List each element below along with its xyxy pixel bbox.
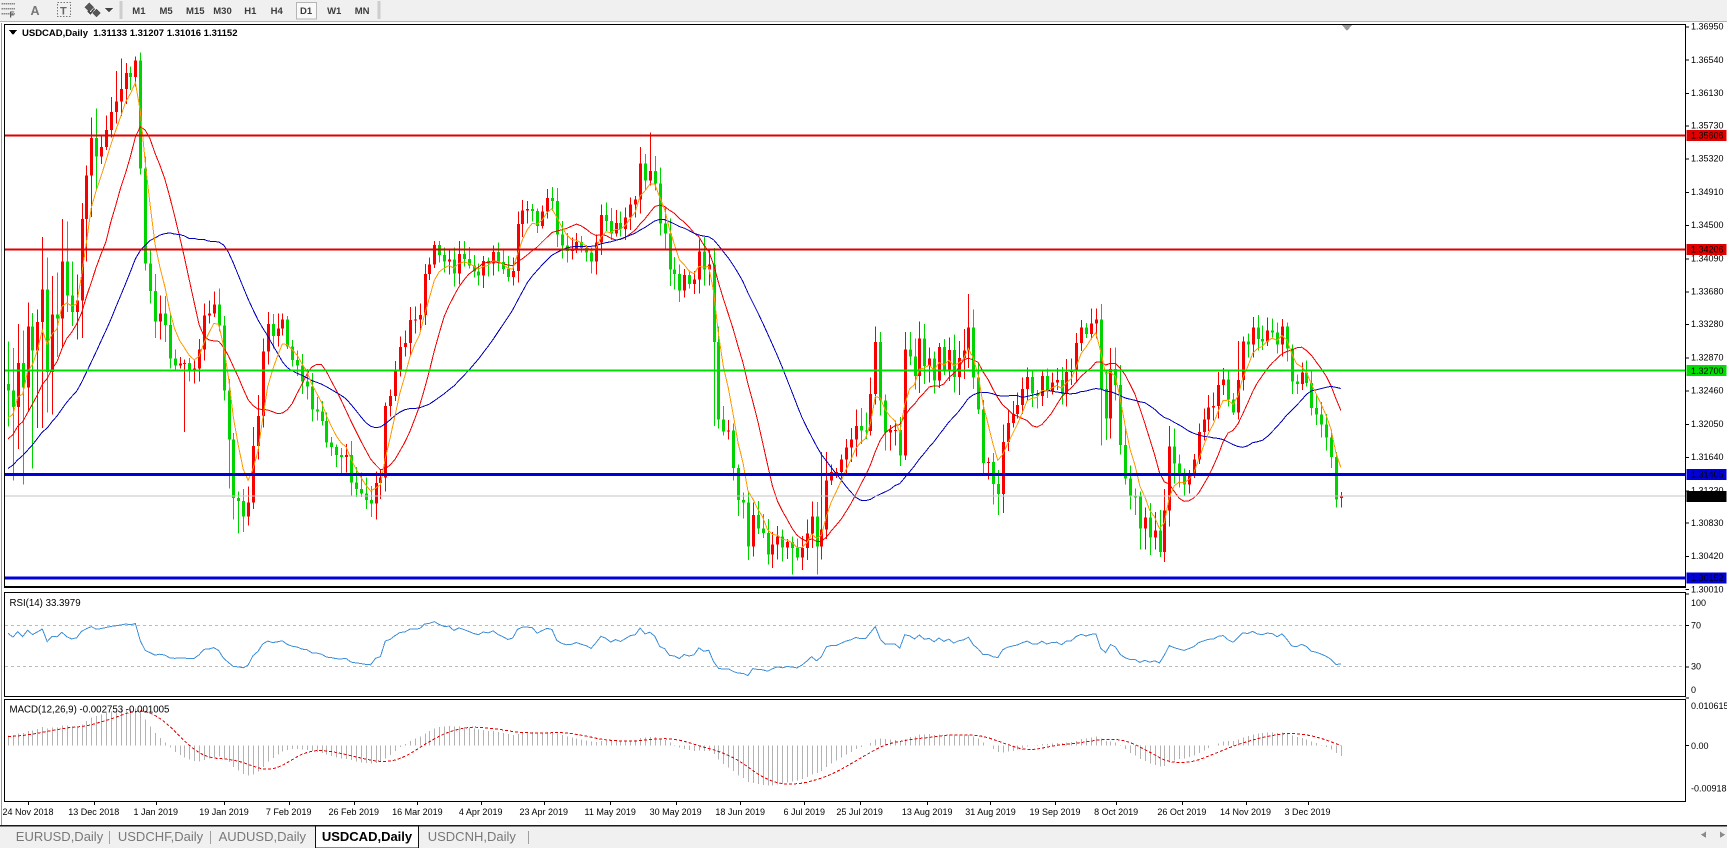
svg-text:H1: H1 [244, 6, 257, 17]
svg-text:6 Jul 2019: 6 Jul 2019 [784, 807, 826, 817]
svg-text:M15: M15 [186, 6, 205, 17]
svg-text:USDCAD,Daily 1.31133 1.31207: USDCAD,Daily 1.31133 1.31207 1.31016 1.3… [22, 28, 238, 39]
svg-text:1.33280: 1.33280 [1691, 319, 1724, 329]
svg-text:A: A [31, 4, 40, 18]
svg-text:1.31152: 1.31152 [1691, 492, 1723, 502]
svg-text:H4: H4 [271, 6, 284, 17]
svg-text:3 Dec 2019: 3 Dec 2019 [1284, 807, 1330, 817]
svg-text:1.31405: 1.31405 [1691, 470, 1724, 480]
svg-text:23 Apr 2019: 23 Apr 2019 [520, 807, 569, 817]
svg-text:0.010615: 0.010615 [1691, 701, 1727, 711]
svg-text:16 Mar 2019: 16 Mar 2019 [392, 807, 443, 817]
svg-text:70: 70 [1691, 621, 1701, 631]
svg-text:M5: M5 [159, 6, 173, 17]
svg-text:0.00: 0.00 [1691, 741, 1709, 751]
svg-text:13 Dec 2018: 13 Dec 2018 [68, 807, 119, 817]
svg-text:1.31230: 1.31230 [1691, 486, 1724, 496]
svg-text:1 Jan 2019: 1 Jan 2019 [134, 807, 179, 817]
svg-text:1.30010: 1.30010 [1691, 584, 1724, 594]
svg-text:USDCHF,Daily: USDCHF,Daily [118, 829, 204, 844]
svg-text:MN: MN [355, 6, 370, 17]
svg-text:1.35320: 1.35320 [1691, 154, 1724, 164]
svg-text:26 Oct 2019: 26 Oct 2019 [1157, 807, 1206, 817]
svg-text:1.31640: 1.31640 [1691, 452, 1724, 462]
svg-text:AUDUSD,Daily: AUDUSD,Daily [219, 829, 307, 844]
svg-text:1.32870: 1.32870 [1691, 353, 1724, 363]
svg-text:RSI(14) 33.3979: RSI(14) 33.3979 [10, 598, 81, 609]
svg-text:1.34206: 1.34206 [1691, 245, 1724, 255]
svg-text:1.34500: 1.34500 [1691, 220, 1724, 230]
svg-text:26 Feb 2019: 26 Feb 2019 [329, 807, 380, 817]
svg-text:USDCNH,Daily: USDCNH,Daily [428, 829, 517, 844]
svg-text:1.34090: 1.34090 [1691, 254, 1724, 264]
svg-text:1.35730: 1.35730 [1691, 121, 1724, 131]
svg-text:MACD(12,26,9) -0.002753 -0.001: MACD(12,26,9) -0.002753 -0.001005 [10, 705, 170, 716]
svg-text:W1: W1 [327, 6, 342, 17]
svg-text:1.30830: 1.30830 [1691, 518, 1724, 528]
svg-text:1.34910: 1.34910 [1691, 187, 1724, 197]
svg-text:1.36130: 1.36130 [1691, 88, 1724, 98]
svg-text:1.35606: 1.35606 [1691, 131, 1724, 141]
svg-text:11 May 2019: 11 May 2019 [585, 807, 636, 817]
svg-text:30: 30 [1691, 662, 1701, 672]
svg-text:1.33680: 1.33680 [1691, 287, 1724, 297]
svg-text:4 Apr 2019: 4 Apr 2019 [459, 807, 503, 817]
svg-text:T: T [60, 6, 67, 18]
svg-text:F: F [10, 11, 15, 20]
svg-text:19 Jan 2019: 19 Jan 2019 [199, 807, 249, 817]
svg-text:1.30420: 1.30420 [1691, 551, 1724, 561]
svg-text:-0.009183: -0.009183 [1691, 783, 1727, 793]
svg-text:18 Jun 2019: 18 Jun 2019 [715, 807, 765, 817]
svg-text:30 May 2019: 30 May 2019 [650, 807, 702, 817]
svg-text:8 Oct 2019: 8 Oct 2019 [1094, 807, 1138, 817]
svg-text:1.32700: 1.32700 [1691, 366, 1724, 376]
svg-text:M1: M1 [132, 6, 146, 17]
svg-text:1.36950: 1.36950 [1691, 22, 1724, 32]
svg-text:13 Aug 2019: 13 Aug 2019 [902, 807, 953, 817]
svg-text:1.30152: 1.30152 [1691, 573, 1724, 583]
svg-text:14 Nov 2019: 14 Nov 2019 [1220, 807, 1271, 817]
svg-text:25 Jul 2019: 25 Jul 2019 [836, 807, 883, 817]
svg-text:24 Nov 2018: 24 Nov 2018 [2, 807, 53, 817]
svg-text:1.36540: 1.36540 [1691, 55, 1724, 65]
svg-text:D1: D1 [300, 6, 313, 17]
svg-text:1.32460: 1.32460 [1691, 386, 1724, 396]
svg-text:EURUSD,Daily: EURUSD,Daily [16, 829, 104, 844]
svg-text:1.32050: 1.32050 [1691, 419, 1724, 429]
svg-text:19 Sep 2019: 19 Sep 2019 [1029, 807, 1080, 817]
svg-text:7 Feb 2019: 7 Feb 2019 [266, 807, 312, 817]
svg-text:M30: M30 [213, 6, 231, 17]
svg-text:0: 0 [1691, 685, 1696, 695]
svg-text:100: 100 [1691, 598, 1706, 608]
svg-text:USDCAD,Daily: USDCAD,Daily [322, 829, 413, 844]
svg-text:31 Aug 2019: 31 Aug 2019 [965, 807, 1016, 817]
